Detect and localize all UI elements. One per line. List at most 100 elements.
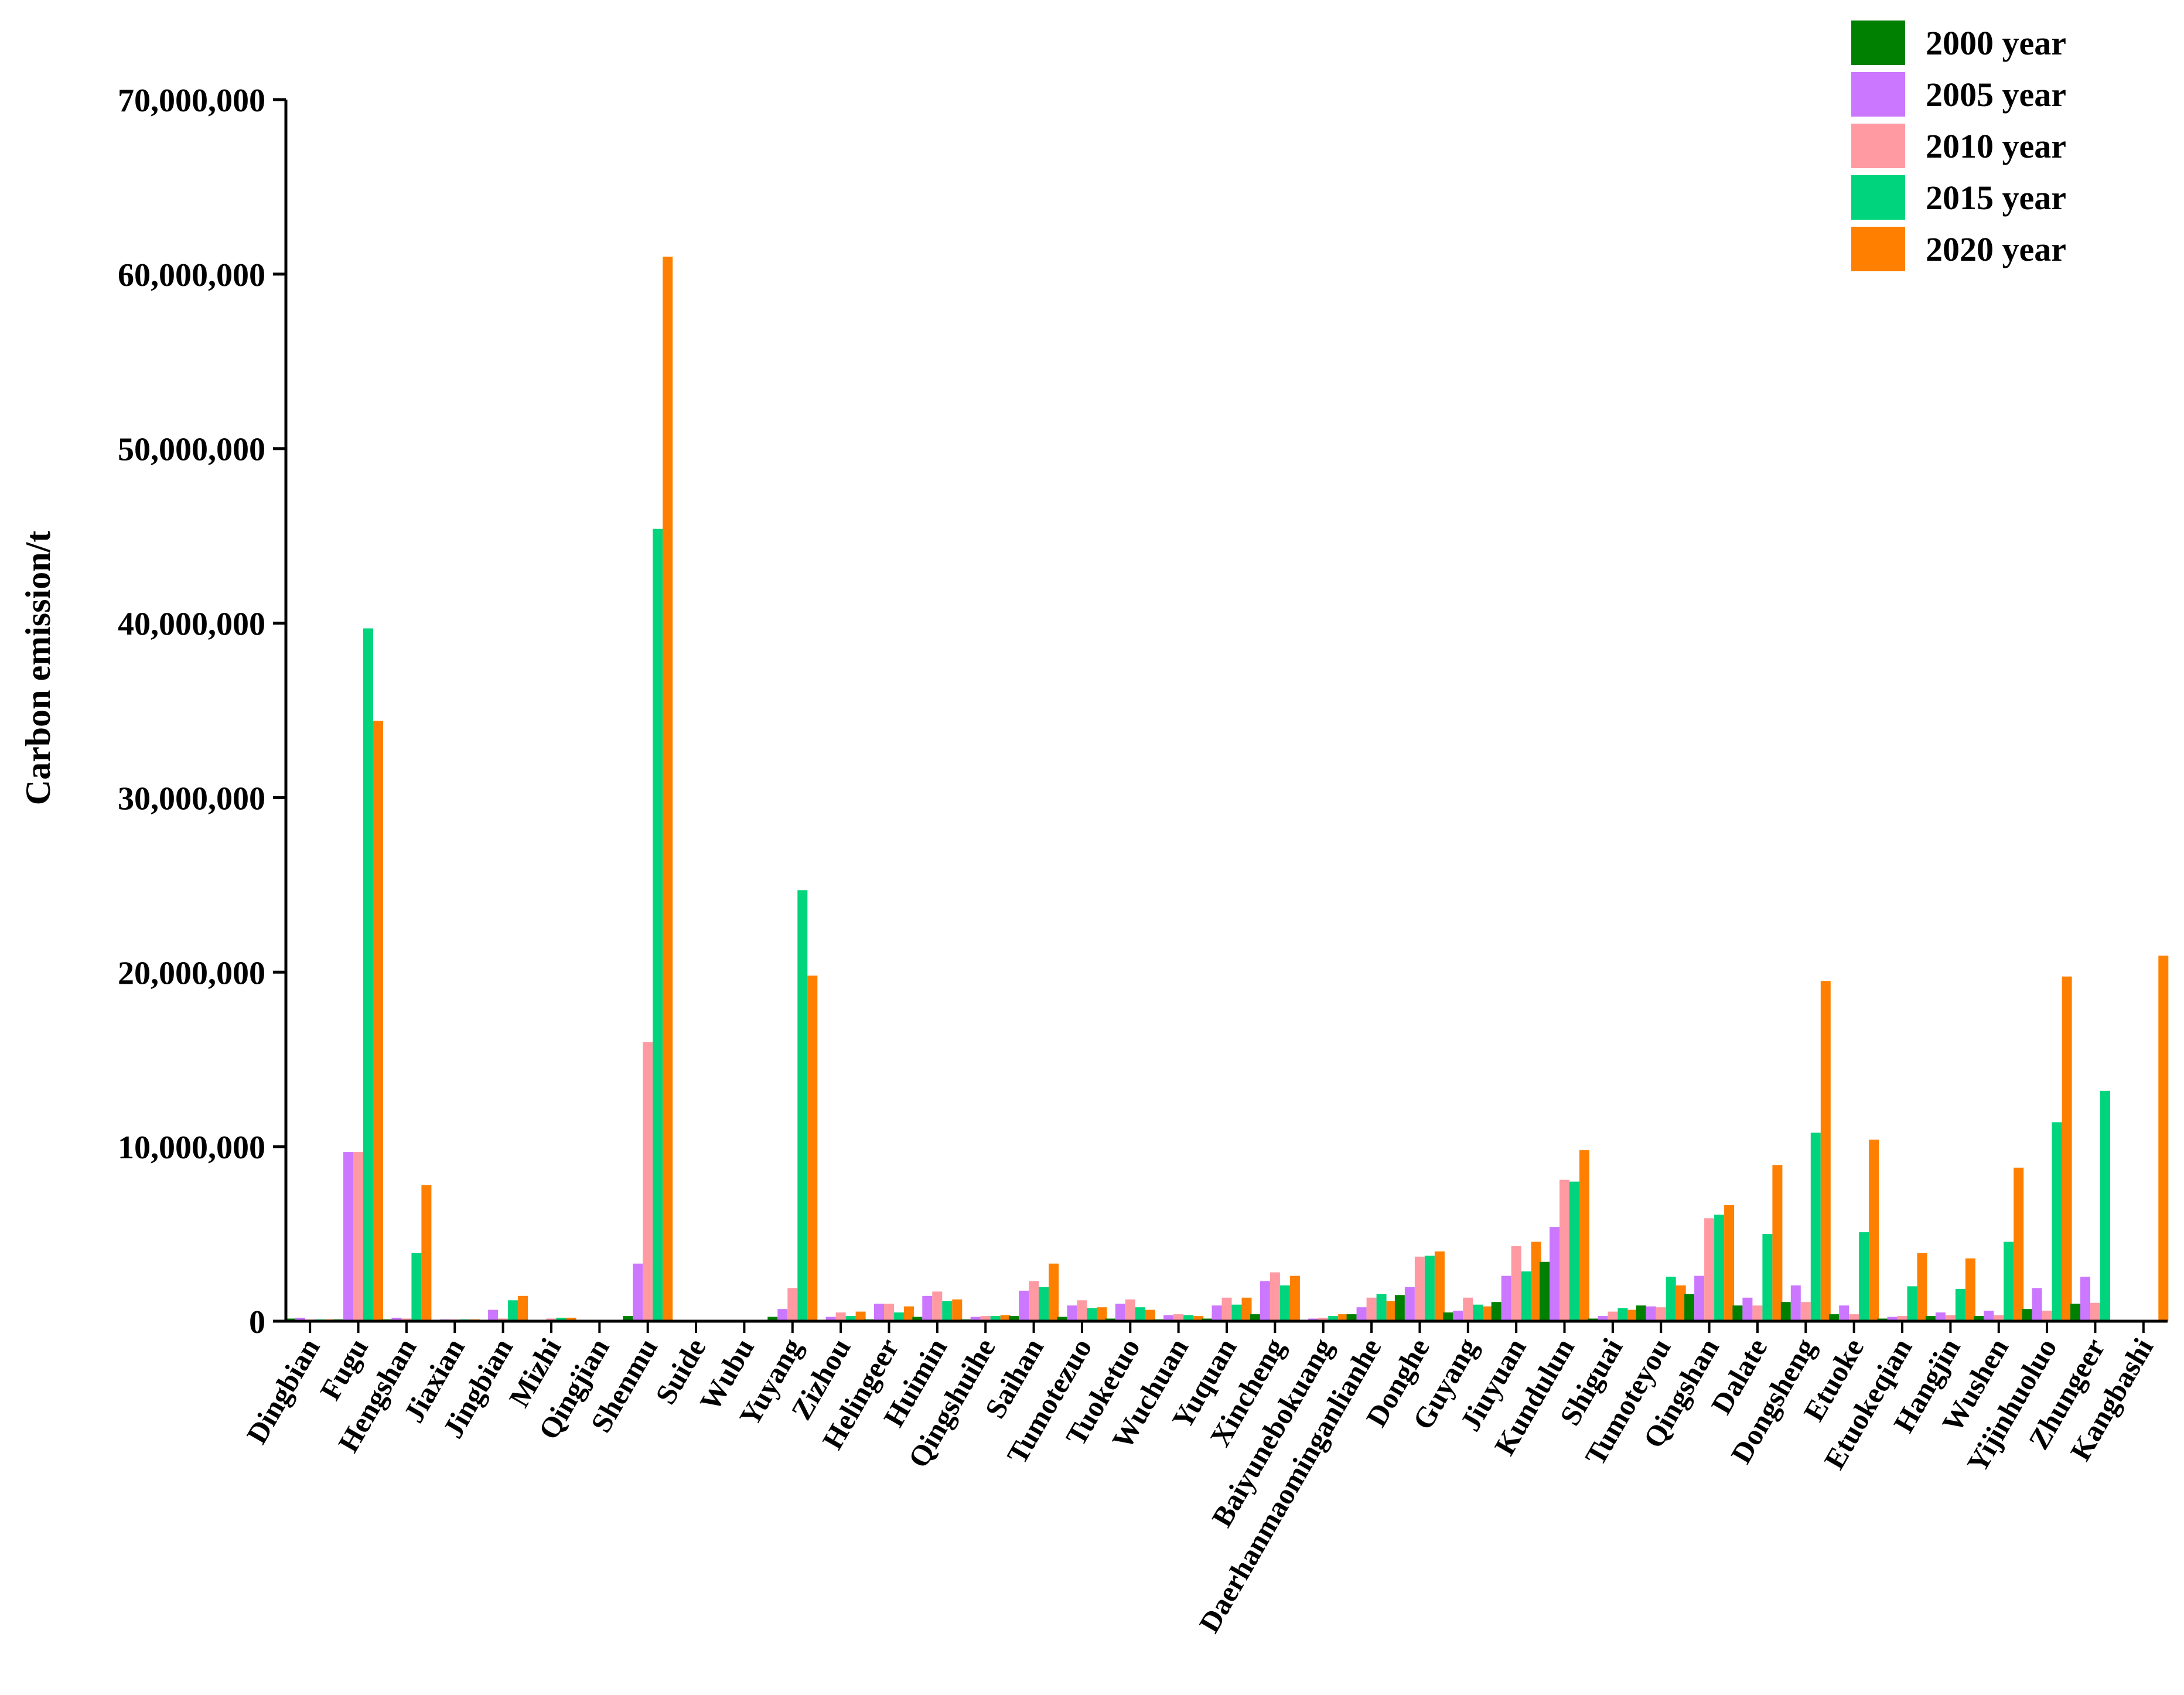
y-tick-label: 40,000,000 (118, 606, 265, 643)
bar-kundulun-2005-year (1550, 1227, 1559, 1321)
bar-dalate-2000-year (1732, 1305, 1742, 1321)
bar-jingbian-2020-year (518, 1296, 528, 1321)
bar-wushen-2020-year (2014, 1168, 2023, 1321)
bar-dalate-2015-year (1762, 1234, 1772, 1321)
bar-tumotezuo-2015-year (1087, 1308, 1097, 1321)
y-tick-label: 30,000,000 (118, 780, 265, 817)
bar-guyang-2015-year (1473, 1305, 1483, 1321)
legend-swatch-2015-year (1851, 175, 1905, 220)
bar-yijinhuoluo-2015-year (2052, 1122, 2062, 1321)
y-tick-label: 0 (249, 1304, 265, 1341)
bar-yijinhuoluo-2005-year (2032, 1288, 2042, 1321)
bar-tuoketuo-2015-year (1135, 1307, 1145, 1321)
bar-fugu-2010-year (353, 1152, 363, 1321)
bar-dongsheng-2000-year (1781, 1302, 1791, 1321)
bar-daerhanmaominganlianhe-2015-year (1377, 1294, 1387, 1321)
y-tick-label: 60,000,000 (118, 257, 265, 294)
y-tick-label: 50,000,000 (118, 432, 265, 468)
bar-yijinhuoluo-2010-year (2042, 1311, 2052, 1321)
bars-group (285, 257, 2169, 1321)
bar-daerhanmaominganlianhe-2005-year (1357, 1307, 1367, 1321)
bar-helingeer-2010-year (884, 1304, 894, 1321)
bar-hangjin-2020-year (1965, 1259, 1975, 1321)
bar-hangjin-2015-year (1956, 1289, 1965, 1321)
y-tick-label: 10,000,000 (118, 1130, 265, 1166)
bar-wushen-2005-year (1984, 1311, 1994, 1321)
bar-hengshan-2015-year (411, 1253, 421, 1321)
bar-kundulun-2010-year (1559, 1180, 1569, 1321)
bar-tumoteyou-2015-year (1666, 1277, 1676, 1321)
x-tick-label-dingbian: Dingbian (240, 1332, 326, 1449)
bar-xincheng-2020-year (1290, 1276, 1300, 1321)
bar-zhungeer-2015-year (2100, 1091, 2110, 1321)
bar-guyang-2005-year (1453, 1311, 1463, 1321)
bar-huimin-2015-year (942, 1301, 952, 1321)
bar-xincheng-2015-year (1280, 1285, 1290, 1321)
bar-etuokeqian-2020-year (1917, 1253, 1927, 1321)
bar-etuoke-2015-year (1859, 1232, 1869, 1321)
bar-dongsheng-2015-year (1811, 1133, 1821, 1321)
y-tick-label: 70,000,000 (118, 83, 265, 119)
bar-qingshan-2010-year (1704, 1218, 1714, 1321)
bar-qingshan-2015-year (1714, 1215, 1724, 1321)
bar-jiuyuan-2005-year (1502, 1276, 1511, 1321)
bar-hengshan-2020-year (421, 1185, 431, 1321)
bar-yijinhuoluo-2020-year (2062, 977, 2072, 1321)
legend-label-2015-year: 2015 year (1926, 179, 2066, 217)
bar-yuyang-2010-year (787, 1288, 797, 1321)
y-axis-label: Carbon emission/t (19, 531, 57, 805)
bar-donghe-2010-year (1415, 1257, 1425, 1321)
bar-kundulun-2020-year (1579, 1150, 1589, 1321)
bar-saihan-2015-year (1039, 1287, 1049, 1321)
bar-tumoteyou-2010-year (1656, 1307, 1666, 1321)
bar-shiguai-2015-year (1617, 1308, 1627, 1321)
legend-swatch-2005-year (1851, 72, 1905, 117)
bar-yuquan-2005-year (1212, 1305, 1222, 1321)
bar-jingbian-2015-year (508, 1300, 518, 1321)
bar-dalate-2020-year (1772, 1165, 1782, 1321)
legend-swatch-2000-year (1851, 21, 1905, 65)
bar-jingbian-2005-year (488, 1310, 498, 1321)
bar-jiuyuan-2010-year (1511, 1246, 1521, 1321)
bar-yuyang-2020-year (807, 976, 817, 1321)
bar-fugu-2005-year (343, 1152, 353, 1321)
bar-donghe-2020-year (1435, 1251, 1445, 1321)
bar-tuoketuo-2005-year (1115, 1304, 1125, 1321)
bar-yuquan-2010-year (1222, 1298, 1232, 1321)
bar-etuokeqian-2015-year (1907, 1286, 1917, 1321)
bar-qingshan-2000-year (1684, 1294, 1694, 1321)
y-tick-label: 20,000,000 (118, 955, 265, 991)
bar-yuquan-2015-year (1232, 1305, 1242, 1321)
bar-dongsheng-2005-year (1791, 1285, 1801, 1321)
bar-fugu-2020-year (373, 721, 383, 1321)
bar-shenmu-2020-year (663, 257, 673, 1321)
bar-huimin-2010-year (932, 1291, 942, 1321)
bar-guyang-2010-year (1463, 1298, 1473, 1321)
bar-donghe-2000-year (1395, 1295, 1405, 1321)
bar-donghe-2015-year (1425, 1256, 1435, 1321)
bar-qingshan-2005-year (1694, 1276, 1704, 1321)
bar-dongsheng-2020-year (1821, 981, 1831, 1321)
bar-dalate-2010-year (1752, 1305, 1762, 1321)
bar-jiuyuan-2015-year (1521, 1271, 1531, 1321)
bar-tumoteyou-2000-year (1636, 1305, 1646, 1321)
bar-etuoke-2005-year (1839, 1305, 1849, 1321)
bar-saihan-2020-year (1049, 1264, 1059, 1321)
legend-swatch-2010-year (1851, 124, 1905, 168)
legend-label-2000-year: 2000 year (1926, 24, 2066, 62)
bar-tumotezuo-2005-year (1067, 1305, 1077, 1321)
legend-label-2020-year: 2020 year (1926, 230, 2066, 268)
y-axis: 0 10,000,000 20,000,000 30,000,000 40,000,00… (118, 83, 286, 1341)
bar-jiuyuan-2000-year (1492, 1302, 1502, 1321)
bar-wushen-2015-year (2004, 1242, 2014, 1322)
bar-fugu-2015-year (363, 629, 373, 1322)
bar-saihan-2010-year (1029, 1281, 1039, 1322)
bar-huimin-2020-year (952, 1300, 962, 1321)
bar-zhungeer-2010-year (2090, 1303, 2100, 1321)
bar-yuyang-2005-year (777, 1309, 787, 1321)
bar-tumoteyou-2005-year (1646, 1307, 1656, 1321)
bar-tuoketuo-2010-year (1125, 1300, 1135, 1321)
legend-label-2005-year: 2005 year (1926, 76, 2066, 114)
